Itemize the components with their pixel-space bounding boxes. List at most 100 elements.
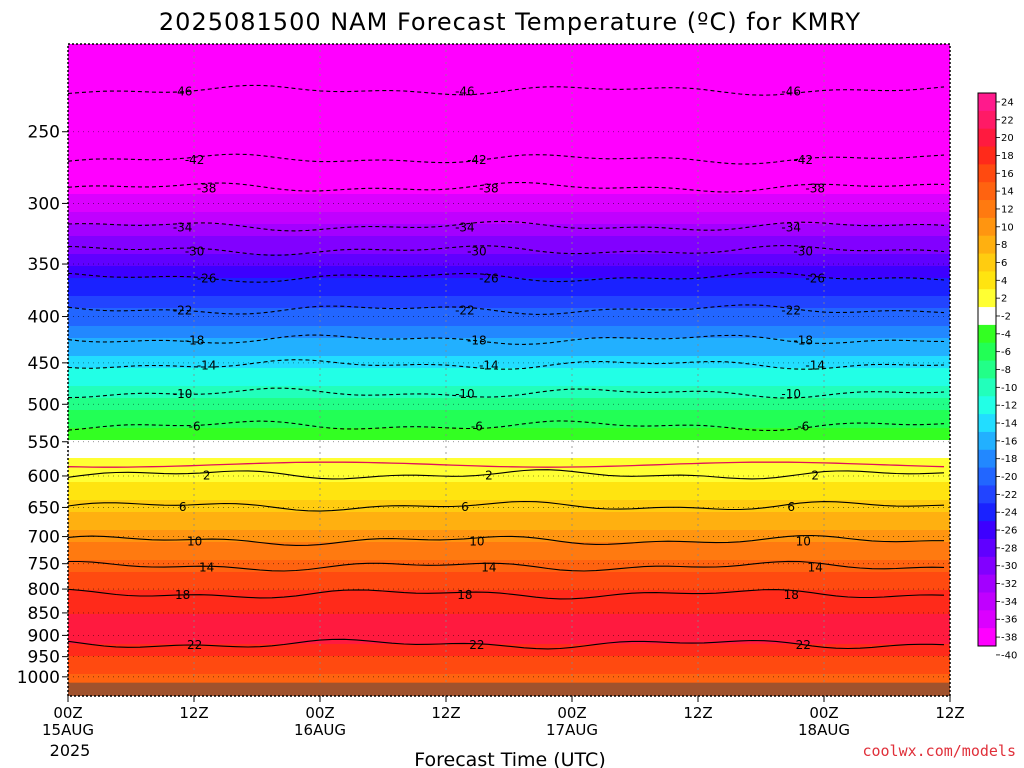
contour-line (68, 84, 945, 96)
credit-label: coolwx.com/models (862, 742, 1016, 760)
contour-label: -34 (173, 220, 193, 234)
y-tick-label: 500 (28, 395, 60, 415)
temperature-band (68, 176, 950, 183)
contour-label: -6 (797, 420, 809, 434)
temperature-band (68, 128, 950, 135)
temperature-band (68, 212, 950, 219)
colorbar-swatch (978, 342, 996, 362)
colorbar-label: 4 (1001, 276, 1007, 287)
temperature-band (68, 140, 950, 147)
colorbar-label: -12 (1001, 401, 1017, 412)
colorbar-swatch (978, 538, 996, 558)
x-tick-label: 00Z (305, 704, 334, 722)
colorbar-label: -18 (1001, 454, 1017, 465)
temperature-band (68, 206, 950, 213)
year-label: 2025 (50, 741, 91, 760)
temperature-band (68, 296, 950, 303)
temperature-band (68, 374, 950, 381)
temperature-band (68, 98, 950, 105)
colorbar-label: -8 (1001, 365, 1011, 376)
colorbar-swatch (978, 574, 996, 593)
colorbar-label: -20 (1001, 472, 1017, 483)
temperature-band (68, 362, 950, 369)
temperature-band (68, 392, 950, 399)
contour-line (68, 588, 945, 600)
colorbar-swatch (978, 467, 996, 486)
temperature-band (68, 356, 950, 363)
contour-label: -26 (197, 271, 217, 285)
contour-line (68, 387, 945, 399)
colorbar-label: -2 (1001, 311, 1011, 322)
contour-line (68, 220, 945, 232)
temperature-band (68, 638, 950, 645)
contour-label: 14 (481, 560, 496, 574)
colorbar-label: -36 (1001, 615, 1017, 626)
plot-area: -46 -46 -46 -42 -42 -42 -38 -38 -38 -34 -34 -34 -30 -… (68, 44, 950, 696)
colorbar-swatch (978, 610, 996, 629)
contour-label: 10 (796, 534, 811, 548)
underground-area (68, 682, 950, 696)
colorbar-swatch (978, 164, 996, 183)
y-tick-label: 650 (28, 498, 60, 518)
temperature-band (68, 536, 950, 543)
temperature-band (68, 224, 950, 231)
y-tick-label: 750 (28, 555, 60, 575)
contour-label: 10 (187, 534, 202, 548)
colorbar-label: -30 (1001, 561, 1017, 572)
temperature-band (68, 662, 950, 669)
colorbar-label: -14 (1001, 419, 1017, 430)
contour-label: 22 (187, 638, 202, 652)
contour-label: -6 (189, 420, 201, 434)
colorbar-swatch (978, 431, 996, 451)
contour-label: -46 (455, 84, 475, 98)
x-tick-label: 12Z (431, 704, 460, 722)
temperature-band (68, 326, 950, 333)
temperature-band (68, 380, 950, 387)
colorbar-label: -24 (1001, 508, 1017, 519)
temperature-band (68, 146, 950, 153)
temperature-band (68, 596, 950, 603)
temperature-band (68, 518, 950, 525)
contour-label: -46 (173, 84, 193, 98)
contour-label: -34 (455, 220, 475, 234)
y-tick-label: 600 (28, 467, 60, 487)
colorbar-swatch (978, 93, 996, 112)
contour-label: 14 (199, 560, 214, 574)
temperature-band (68, 320, 950, 327)
temperature-band (68, 524, 950, 531)
contour-label: 2 (811, 469, 819, 483)
temperature-band (68, 404, 950, 411)
temperature-band (68, 566, 950, 573)
temperature-band (68, 500, 950, 507)
temperature-band (68, 626, 950, 633)
temperature-band (68, 86, 950, 93)
contour-label: -38 (197, 181, 217, 195)
contour-label: -30 (467, 244, 487, 258)
contour-line (68, 245, 945, 256)
temperature-band (68, 578, 950, 585)
temperature-band (68, 656, 950, 663)
temperature-band (68, 560, 950, 567)
colorbar-swatch (978, 307, 996, 326)
colorbar-label: 16 (1001, 169, 1014, 180)
temperature-band (68, 236, 950, 243)
temperature-bands (68, 44, 950, 696)
temperature-band (68, 602, 950, 609)
colorbar-label: -28 (1001, 543, 1017, 554)
contour-label: -18 (793, 333, 813, 347)
x-tick-label: 12Z (935, 704, 964, 722)
temperature-band (68, 272, 950, 279)
x-tick-label: 00Z (557, 704, 586, 722)
contour-line (68, 334, 945, 345)
contour-label: -22 (173, 304, 193, 318)
contour-label: -6 (471, 420, 483, 434)
temperature-band (68, 50, 950, 57)
temperature-band (68, 386, 950, 393)
contour-label: 18 (784, 588, 799, 602)
colorbar-label: 8 (1001, 240, 1007, 251)
x-date-label: 17AUG (546, 721, 598, 739)
contour-label: 22 (469, 638, 484, 652)
contour-label: 6 (461, 500, 469, 514)
temperature-band (68, 290, 950, 297)
